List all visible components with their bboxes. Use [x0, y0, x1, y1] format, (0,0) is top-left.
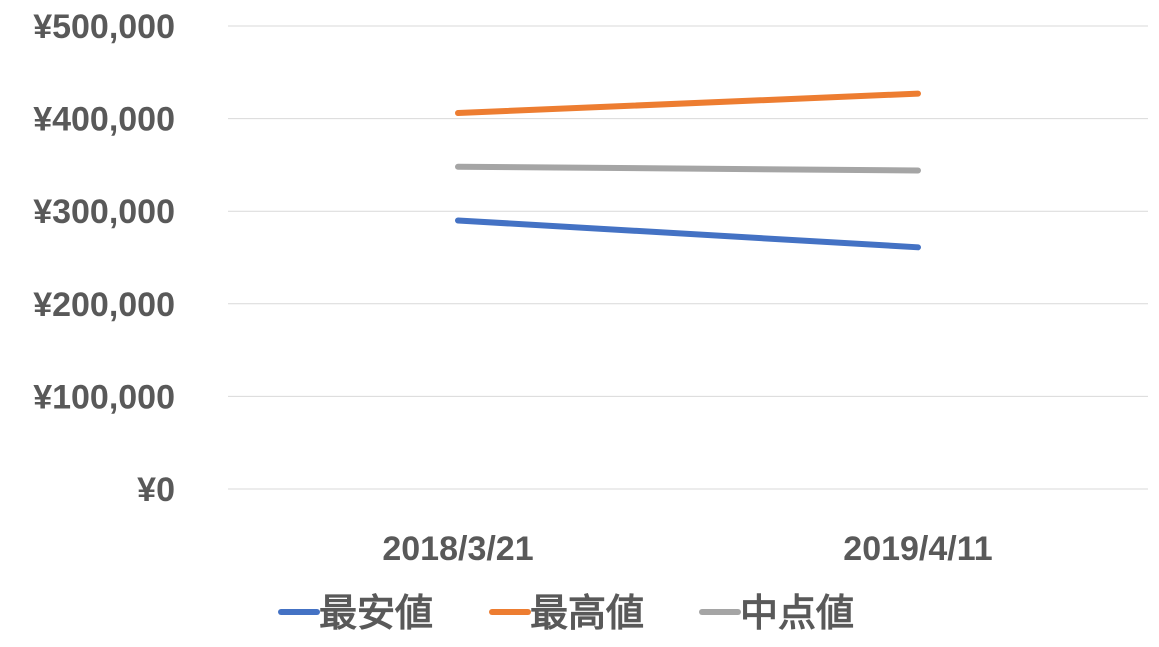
series-line-2 [455, 90, 921, 117]
y-tick-label: ¥0 [137, 471, 175, 509]
series-lines [455, 90, 921, 251]
y-tick-label: ¥200,000 [33, 286, 175, 324]
legend: 最安値 最高値 中点値 [278, 591, 854, 635]
y-tick-label: ¥400,000 [33, 101, 175, 139]
x-axis-tick-labels: 2018/3/21 2019/4/11 [382, 530, 992, 568]
y-tick-label: ¥300,000 [33, 193, 175, 231]
y-tick-label: ¥500,000 [33, 8, 175, 46]
x-tick-label: 2018/3/21 [382, 530, 533, 568]
y-axis-tick-labels: ¥0 ¥100,000 ¥200,000 ¥300,000 ¥400,000 ¥500,0… [33, 8, 175, 509]
series-line-1 [455, 217, 921, 251]
legend-label: 最安値 [319, 591, 433, 635]
x-tick-label: 2019/4/11 [843, 530, 992, 568]
legend-label: 最高値 [530, 591, 644, 635]
gridlines [228, 25, 1148, 490]
y-tick-label: ¥100,000 [33, 378, 175, 416]
series-line-3 [455, 163, 921, 174]
legend-label: 中点値 [740, 591, 854, 635]
